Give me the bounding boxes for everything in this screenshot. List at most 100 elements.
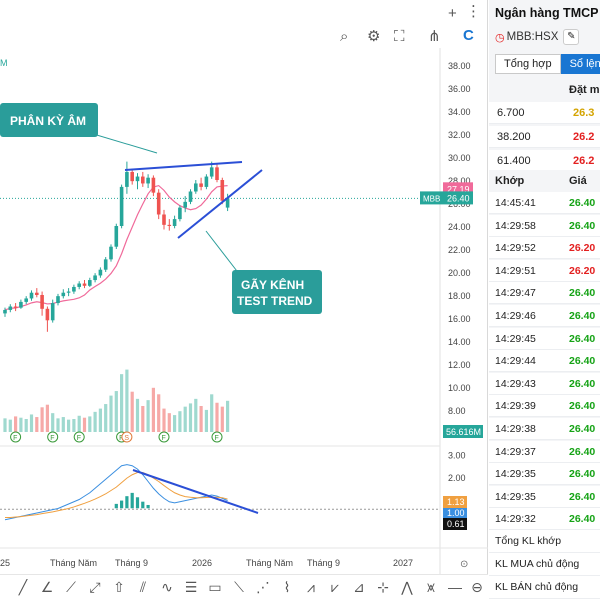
volume-bar bbox=[194, 398, 198, 432]
price-tick-label: 20.00 bbox=[448, 268, 471, 278]
candle-body bbox=[93, 275, 97, 281]
volume-bar bbox=[173, 415, 177, 432]
candle-body bbox=[199, 183, 203, 187]
time-tick-label: 2027 bbox=[393, 558, 413, 568]
channel-tool-icon[interactable]: ⫽ bbox=[139, 579, 147, 595]
chart-panel[interactable]: 38.0036.0034.0032.0030.0028.0026.0024.00… bbox=[0, 0, 488, 600]
trade-row[interactable]: 14:29:32 26.40 bbox=[489, 508, 600, 531]
candle-body bbox=[82, 283, 87, 286]
candle-body bbox=[220, 180, 225, 201]
wave-tool-icon[interactable]: ⌇ bbox=[283, 579, 291, 595]
price-tick-label: 30.00 bbox=[448, 153, 471, 163]
abcd-tool-icon[interactable]: ⊿ bbox=[353, 579, 365, 595]
add-icon[interactable]: + bbox=[448, 5, 457, 22]
trade-row[interactable]: 14:29:45 26.40 bbox=[489, 327, 600, 350]
macd-histogram-bar bbox=[114, 503, 118, 509]
trade-row[interactable]: 14:29:35 26.40 bbox=[489, 463, 600, 486]
drawing-toolbar: ╱ ∠ ⟋ ⤢ ⇧ ⫽ ∿ ☰ ▭ ⟍ ⋰ ⌇ ⩘ ⩗ ⊿ ⊹ ⋀ ⩙ — ⊖ bbox=[0, 574, 488, 600]
rect-tool-icon[interactable]: ▭ bbox=[208, 579, 222, 595]
edit-button[interactable]: ✎ bbox=[563, 29, 580, 45]
trade-row[interactable]: 14:29:38 26.40 bbox=[489, 418, 600, 440]
volume-bar bbox=[135, 398, 140, 432]
volume-bar bbox=[204, 409, 208, 432]
pattern-tool-icon[interactable]: ⩘ bbox=[307, 579, 315, 595]
settings-tool-icon[interactable]: ⊖ bbox=[471, 579, 483, 595]
price-chart[interactable]: 38.0036.0034.0032.0030.0028.0026.0024.00… bbox=[0, 0, 488, 600]
event-marker-icon bbox=[158, 431, 170, 443]
volume-bar bbox=[77, 415, 81, 432]
time-tick-label: Tháng 9 bbox=[115, 558, 148, 568]
zoom-icon[interactable]: ⌕ bbox=[340, 28, 349, 45]
event-marker-icon bbox=[73, 431, 85, 443]
volume-bar bbox=[56, 418, 60, 432]
price-tick-label: 34.00 bbox=[448, 107, 471, 117]
polyline-tool-icon[interactable]: ⋰ bbox=[256, 579, 270, 595]
candle-body bbox=[156, 192, 161, 215]
path-tool-icon[interactable]: ⤢ bbox=[89, 579, 101, 595]
orderbook-price: 26.2 bbox=[573, 155, 595, 167]
head-shoulders-tool-icon[interactable]: ⩙ bbox=[427, 579, 435, 595]
gann-tool-icon[interactable]: ⊹ bbox=[377, 579, 389, 595]
trade-row[interactable]: 14:29:39 26.40 bbox=[489, 395, 600, 418]
remove-tool-icon[interactable]: — bbox=[448, 579, 462, 595]
fullscreen-icon[interactable]: ⛶ bbox=[394, 28, 405, 45]
price-tick-label: 24.00 bbox=[448, 222, 471, 232]
price-tick-label: 8.00 bbox=[448, 406, 466, 416]
harmonic-tool-icon[interactable]: ⋀ bbox=[401, 579, 413, 595]
trade-row[interactable]: 14:29:51 26.20 bbox=[489, 259, 600, 282]
orderbook-row[interactable]: 6.700 26.3 bbox=[489, 102, 600, 124]
trend-tool-icon[interactable]: ⟍ bbox=[234, 579, 244, 595]
brush-tool-icon[interactable]: ∠ bbox=[40, 579, 54, 595]
volume-bar bbox=[125, 369, 129, 432]
event-marker-icon bbox=[211, 431, 223, 443]
volume-bar bbox=[167, 413, 171, 432]
volume-bar bbox=[14, 416, 18, 432]
curve-tool-icon[interactable]: ∿ bbox=[161, 579, 173, 595]
volume-bar bbox=[98, 408, 102, 432]
trade-row[interactable]: 14:29:46 26.40 bbox=[489, 305, 600, 327]
volume-bar bbox=[61, 417, 65, 432]
candle-body bbox=[103, 259, 108, 270]
trade-time: 14:29:38 bbox=[495, 423, 536, 435]
ray-tool-icon[interactable]: ⟋ bbox=[66, 579, 76, 595]
orderbook-row[interactable]: 38.200 26.2 bbox=[489, 126, 600, 148]
event-marker-letter: F bbox=[13, 435, 17, 442]
volume-bar bbox=[151, 387, 155, 432]
candle-body bbox=[125, 171, 129, 187]
trade-row[interactable]: 14:29:43 26.40 bbox=[489, 372, 600, 395]
arrow-tool-icon[interactable]: ⇧ bbox=[113, 579, 125, 595]
trade-row[interactable]: 14:29:47 26.40 bbox=[489, 282, 600, 305]
candle-body bbox=[72, 286, 76, 292]
volume-bar bbox=[88, 416, 92, 432]
trade-price: 26.40 bbox=[569, 287, 596, 300]
share-icon[interactable]: ⋔ bbox=[428, 28, 441, 45]
trade-price: 26.40 bbox=[569, 445, 596, 458]
trade-row[interactable]: 14:29:52 26.20 bbox=[489, 237, 600, 260]
more-icon[interactable]: ⋮ bbox=[466, 3, 481, 20]
price-tick-label: 28.00 bbox=[448, 176, 471, 186]
macd-histogram-bar bbox=[120, 500, 124, 509]
macd-histogram-bar bbox=[141, 501, 145, 509]
tab-orders[interactable]: Sổ lệnh bbox=[560, 54, 600, 74]
tab-overview[interactable]: Tổng hợp bbox=[495, 54, 561, 74]
trade-time: 14:29:32 bbox=[495, 513, 536, 526]
trade-time: 14:29:35 bbox=[495, 490, 536, 503]
orderbook-row[interactable]: 61.400 26.2 bbox=[489, 150, 600, 172]
annotation-break-text: GÃY KÊNH bbox=[241, 277, 304, 292]
trade-price: 26.40 bbox=[569, 355, 596, 368]
trade-row[interactable]: 14:45:41 26.40 bbox=[489, 192, 600, 214]
gear-icon[interactable]: ⚙ bbox=[367, 28, 381, 45]
trade-price: 26.40 bbox=[569, 197, 596, 209]
trade-row[interactable]: 14:29:37 26.40 bbox=[489, 440, 600, 463]
line-tool-icon[interactable]: ╱ bbox=[18, 579, 28, 595]
trade-row[interactable]: 14:29:35 26.40 bbox=[489, 485, 600, 508]
event-marker-letter: S bbox=[124, 435, 129, 442]
candle-body bbox=[141, 176, 145, 184]
trade-row[interactable]: 14:29:44 26.40 bbox=[489, 350, 600, 373]
orderbook-volume: 61.400 bbox=[497, 155, 531, 167]
fib-tool-icon[interactable]: ☰ bbox=[184, 579, 198, 595]
channel-trend-line bbox=[177, 169, 263, 239]
elliott-tool-icon[interactable]: ⩗ bbox=[331, 579, 339, 595]
price-tick-label: 16.00 bbox=[448, 314, 471, 324]
trade-row[interactable]: 14:29:58 26.40 bbox=[489, 214, 600, 237]
